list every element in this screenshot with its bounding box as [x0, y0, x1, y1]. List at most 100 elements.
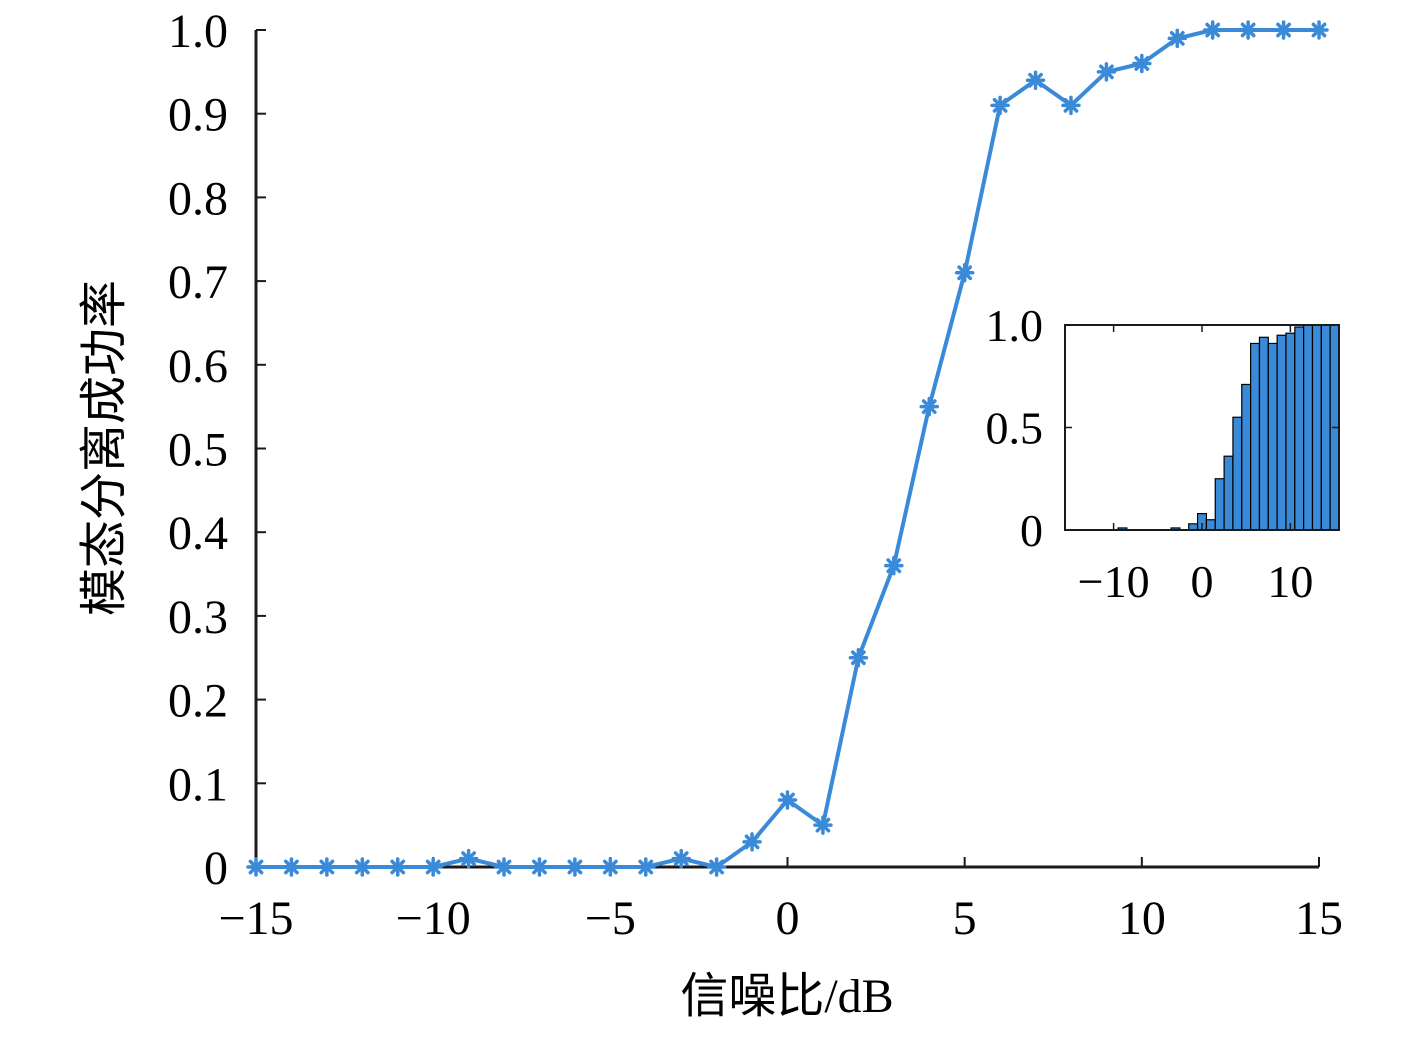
data-point-core: [641, 863, 650, 871]
x-tick-label: 15: [1295, 892, 1343, 945]
y-tick-label: 0.1: [168, 758, 228, 811]
inset-bar: [1267, 342, 1278, 531]
data-point: [636, 857, 656, 877]
data-point-core: [818, 821, 827, 830]
inset-bar: [1250, 342, 1261, 531]
data-point: [1309, 20, 1329, 40]
inset-bar: [1232, 416, 1243, 531]
inset-tick-labels: 0 0.5 1.0 −10 0 10: [986, 300, 1314, 607]
data-point: [1025, 70, 1046, 90]
data-point-core: [570, 863, 579, 871]
inset-bar: [1320, 324, 1331, 531]
data-point-core: [1279, 26, 1288, 34]
data-point-core: [1315, 26, 1323, 34]
data-point-core: [464, 854, 473, 863]
inset-bar-chart: 0 0.5 1.0 −10 0 10: [986, 300, 1340, 607]
y-tick-label: 0.4: [168, 507, 228, 560]
data-point-core: [252, 863, 260, 871]
data-point: [246, 857, 266, 877]
data-point-core: [1173, 34, 1182, 43]
data-point-core: [712, 863, 721, 871]
inset-bar: [1241, 383, 1252, 531]
data-point: [1167, 28, 1188, 49]
inset-bar: [1258, 336, 1269, 531]
data-point-core: [960, 268, 969, 277]
data-point-core: [996, 101, 1005, 110]
data-point: [1202, 20, 1223, 40]
data-point: [706, 857, 727, 877]
data-point-core: [287, 863, 296, 871]
x-tick-label: −15: [218, 892, 293, 945]
data-point-core: [393, 863, 402, 871]
data-point-core: [500, 863, 509, 871]
data-point: [529, 857, 550, 877]
data-point-core: [1066, 101, 1075, 110]
data-point: [281, 857, 302, 877]
inset-bar: [1303, 324, 1314, 531]
data-point-core: [322, 863, 331, 871]
data-point: [1096, 62, 1117, 82]
y-axis-label: 模态分离成功率: [78, 280, 131, 616]
inset-x-tick-label: −10: [1078, 556, 1150, 607]
main-series: [246, 20, 1329, 877]
inset-bar: [1311, 324, 1322, 531]
y-tick-label: 0: [204, 842, 228, 895]
data-point: [954, 262, 975, 283]
y-tick-label: 0.5: [168, 424, 228, 477]
y-tick-label: 1.0: [168, 5, 228, 58]
inset-axes: [1064, 324, 1340, 531]
data-point-core: [1137, 59, 1146, 68]
main-line-chart: 0 0.1 0.2 0.3 0.4 0.5 0.6 0.7 0.8 0.9 1.0 −15 −10 −5 0…: [78, 5, 1343, 1023]
data-point: [387, 857, 408, 877]
data-point: [600, 857, 621, 877]
data-point: [742, 832, 762, 852]
y-tick-label: 0.2: [168, 675, 228, 728]
inset-bar: [1285, 332, 1296, 531]
data-point: [494, 857, 514, 877]
data-point: [565, 857, 585, 877]
inset-x-tick-label: 10: [1267, 556, 1313, 607]
y-tick-label: 0.9: [168, 89, 228, 142]
data-point-core: [1208, 26, 1217, 34]
y-tick-label: 0.6: [168, 340, 228, 393]
data-point: [1132, 53, 1152, 74]
x-axis-label: 信噪比/dB: [680, 970, 893, 1023]
data-point: [1273, 20, 1294, 40]
data-point: [423, 857, 443, 877]
data-point-core: [854, 653, 863, 662]
inset-y-tick-label: 0: [1020, 505, 1043, 556]
data-point: [1061, 95, 1081, 116]
inset-bar: [1223, 455, 1234, 531]
data-point: [317, 857, 337, 877]
x-tick-label: 10: [1118, 892, 1166, 945]
x-tick-label: 5: [953, 892, 977, 945]
main-tick-labels: 0 0.1 0.2 0.3 0.4 0.5 0.6 0.7 0.8 0.9 1.0 −15 −10 −5 0…: [168, 5, 1343, 945]
x-tick-label: 0: [776, 892, 800, 945]
data-point: [813, 815, 833, 835]
inset-bar: [1294, 326, 1305, 531]
inset-y-tick-label: 0.5: [986, 403, 1044, 454]
data-point: [777, 790, 798, 810]
data-point-core: [358, 863, 367, 871]
inset-x-tick-label: 0: [1191, 556, 1214, 607]
data-point-core: [535, 863, 544, 871]
data-point-core: [783, 796, 792, 805]
inset-bar: [1276, 334, 1287, 531]
y-tick-label: 0.3: [168, 591, 228, 644]
data-point-core: [429, 863, 438, 871]
inset-bar: [1205, 519, 1216, 531]
data-point: [884, 555, 904, 576]
data-point-core: [677, 854, 686, 863]
data-point: [352, 857, 373, 877]
data-point-core: [889, 561, 898, 570]
x-tick-label: −5: [585, 892, 636, 945]
data-point-core: [748, 837, 757, 846]
data-point-core: [925, 402, 934, 411]
x-tick-label: −10: [396, 892, 471, 945]
data-point-core: [606, 863, 615, 871]
data-point: [919, 396, 939, 417]
data-point-core: [1244, 26, 1253, 34]
data-point-core: [1102, 67, 1111, 76]
